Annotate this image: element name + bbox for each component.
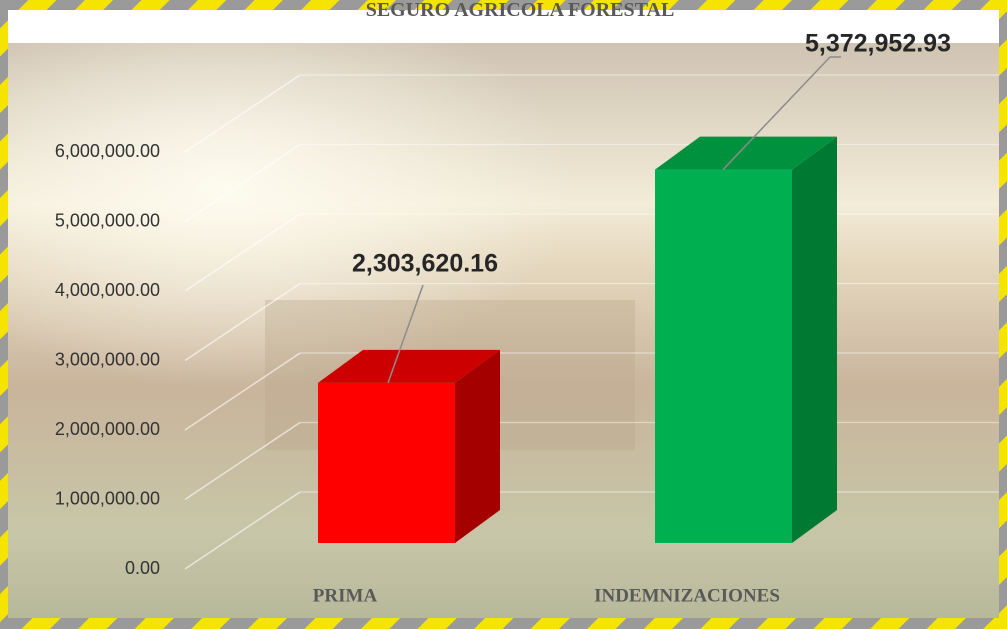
grid-line [184,491,301,570]
bar-side [455,349,500,543]
grid-line [184,352,301,431]
value-label: 2,303,620.16 [352,250,498,278]
grid-line [184,143,301,223]
bar-side [792,136,837,543]
grid-line [184,74,301,153]
bar [318,382,455,543]
chart-title: SEGURO AGRICOLA FORESTAL [366,0,675,21]
y-tick-label: 5,000,000.00 [55,210,160,230]
y-tick-label: 1,000,000.00 [55,488,160,508]
bar-top [655,136,837,170]
y-tick-label: 3,000,000.00 [55,349,160,369]
bar-top [318,349,500,383]
bar [655,169,792,543]
value-label: 5,372,952.93 [805,30,951,58]
leader-line [387,284,424,384]
y-tick-label: 4,000,000.00 [55,280,160,300]
y-tick-label: 2,000,000.00 [55,419,160,439]
grid-line [184,282,301,362]
title-band [8,10,999,43]
leader-line [722,56,841,171]
y-tick-label: 0.00 [125,558,160,578]
grid-line [184,421,301,501]
grid-line [184,213,301,292]
x-tick-label: INDEMNIZACIONES [594,585,780,606]
y-tick-label: 6,000,000.00 [55,141,160,161]
x-tick-label: PRIMA [313,585,378,606]
